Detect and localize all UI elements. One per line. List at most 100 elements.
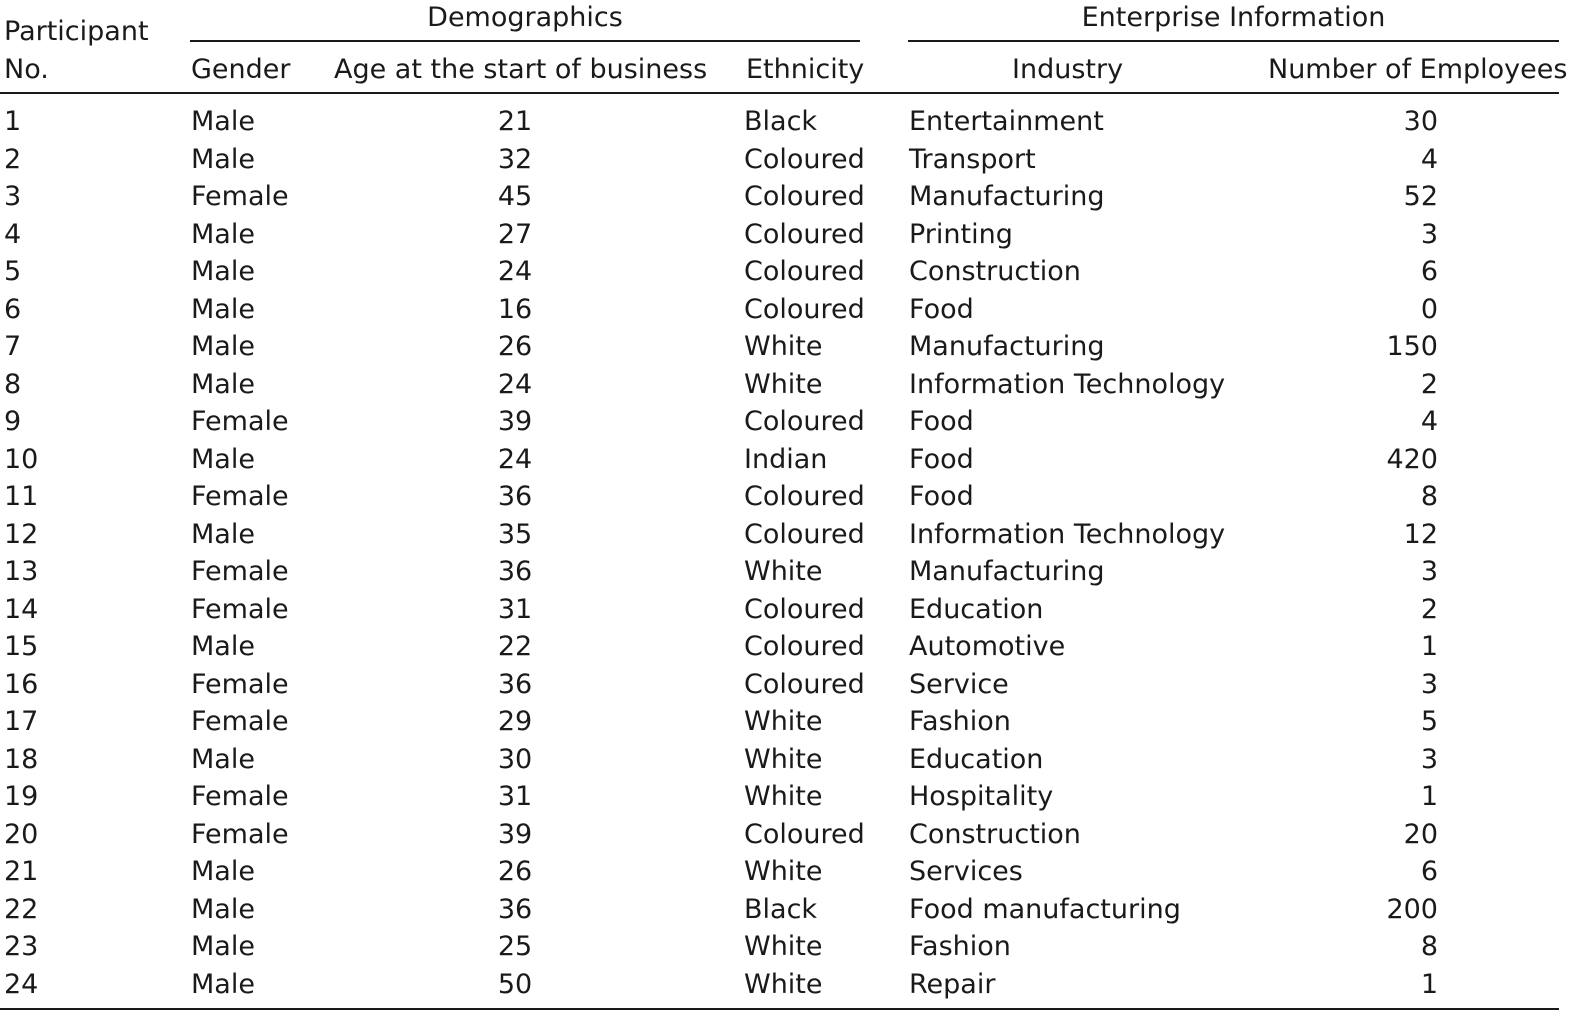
cell-age: 26 [497, 856, 533, 887]
cell-ethnicity: Coloured [744, 143, 865, 175]
cell-participant-no: 15 [4, 631, 39, 662]
cell-industry: Education [909, 593, 1044, 625]
cell-industry: Food manufacturing [909, 893, 1181, 925]
cell-employees: 2 [1420, 368, 1438, 400]
cell-ethnicity: White [744, 706, 823, 737]
cell-gender: Male [191, 331, 255, 362]
cell-age: 25 [497, 931, 533, 962]
header-bottom-rule [0, 92, 1559, 94]
cell-industry: Manufacturing [909, 556, 1105, 587]
header-participant-line1: Participant [4, 16, 149, 47]
cell-participant-no: 2 [4, 143, 22, 175]
cell-participant-no: 14 [4, 593, 39, 625]
cell-industry: Food [909, 481, 974, 512]
cell-participant-no: 10 [4, 443, 39, 475]
cell-ethnicity: Black [744, 893, 818, 925]
cell-gender: Male [191, 256, 255, 287]
cell-gender: Female [191, 556, 289, 587]
cell-participant-no: 23 [4, 931, 39, 962]
cell-ethnicity: Coloured [744, 631, 865, 662]
cell-age: 26 [497, 331, 533, 362]
cell-employees: 3 [1420, 743, 1438, 775]
cell-gender: Male [191, 893, 255, 925]
cell-gender: Male [191, 931, 255, 962]
cell-age: 24 [497, 368, 533, 400]
cell-industry: Education [909, 743, 1044, 775]
cell-gender: Female [191, 406, 289, 437]
cell-gender: Male [191, 106, 255, 137]
cell-gender: Male [191, 743, 255, 775]
cell-employees: 1 [1420, 631, 1438, 662]
cell-participant-no: 13 [4, 556, 39, 587]
cell-industry: Food [909, 443, 974, 475]
cell-ethnicity: White [744, 368, 823, 400]
cell-gender: Female [191, 818, 289, 850]
cell-ethnicity: Coloured [744, 293, 865, 325]
cell-employees: 30 [1403, 106, 1438, 137]
cell-industry: Manufacturing [909, 181, 1105, 212]
cell-industry: Information Technology [909, 368, 1226, 400]
cell-employees: 4 [1420, 406, 1438, 437]
cell-participant-no: 24 [4, 968, 39, 1000]
cell-gender: Female [191, 181, 289, 212]
cell-industry: Information Technology [909, 518, 1226, 550]
cell-participant-no: 9 [4, 406, 22, 437]
cell-participant-no: 19 [4, 781, 39, 812]
cell-age: 30 [497, 743, 533, 775]
header-participant-line2: No. [4, 54, 49, 85]
cell-employees: 6 [1420, 856, 1438, 887]
cell-participant-no: 5 [4, 256, 22, 287]
cell-ethnicity: White [744, 781, 823, 812]
cell-participant-no: 8 [4, 368, 22, 400]
cell-ethnicity: Coloured [744, 518, 865, 550]
cell-participant-no: 17 [4, 706, 39, 737]
cell-industry: Fashion [909, 931, 1011, 962]
header-gender: Gender [191, 54, 291, 85]
cell-ethnicity: White [744, 931, 823, 962]
cell-employees: 3 [1420, 556, 1438, 587]
cell-industry: Entertainment [909, 106, 1104, 137]
cell-participant-no: 11 [4, 481, 39, 512]
cell-ethnicity: Black [744, 106, 818, 137]
header-group-demographics: Demographics [427, 2, 623, 33]
cell-participant-no: 4 [4, 218, 22, 250]
cell-ethnicity: Coloured [744, 406, 865, 437]
cell-industry: Transport [909, 143, 1036, 175]
cell-ethnicity: Coloured [744, 181, 865, 212]
cell-employees: 1 [1420, 968, 1438, 1000]
cell-industry: Repair [909, 968, 996, 1000]
cell-ethnicity: Coloured [744, 218, 865, 250]
cell-employees: 52 [1403, 181, 1438, 212]
cell-age: 36 [497, 556, 533, 587]
header-ethnicity: Ethnicity [746, 54, 865, 85]
cell-age: 36 [497, 893, 533, 925]
cell-gender: Male [191, 443, 255, 475]
cell-ethnicity: White [744, 856, 823, 887]
header-employees: Number of Employees [1268, 54, 1568, 85]
cell-age: 16 [497, 293, 533, 325]
cell-age: 39 [497, 818, 533, 850]
cell-employees: 5 [1420, 706, 1438, 737]
cell-age: 27 [497, 218, 533, 250]
cell-participant-no: 16 [4, 668, 39, 700]
cell-participant-no: 6 [4, 293, 22, 325]
cell-industry: Construction [909, 818, 1081, 850]
cell-gender: Male [191, 293, 255, 325]
cell-age: 22 [497, 631, 533, 662]
cell-employees: 3 [1420, 668, 1438, 700]
cell-gender: Female [191, 781, 289, 812]
cell-participant-no: 3 [4, 181, 22, 212]
cell-ethnicity: Coloured [744, 593, 865, 625]
cell-gender: Female [191, 706, 289, 737]
cell-participant-no: 18 [4, 743, 39, 775]
cell-employees: 2 [1420, 593, 1438, 625]
cell-employees: 3 [1420, 218, 1438, 250]
header-age: Age at the start of business [334, 54, 708, 85]
cell-employees: 1 [1420, 781, 1438, 812]
cell-employees: 6 [1420, 256, 1438, 287]
cell-age: 24 [497, 256, 533, 287]
cell-employees: 0 [1420, 293, 1438, 325]
cell-age: 36 [497, 481, 533, 512]
cell-ethnicity: White [744, 743, 823, 775]
cell-industry: Food [909, 293, 974, 325]
